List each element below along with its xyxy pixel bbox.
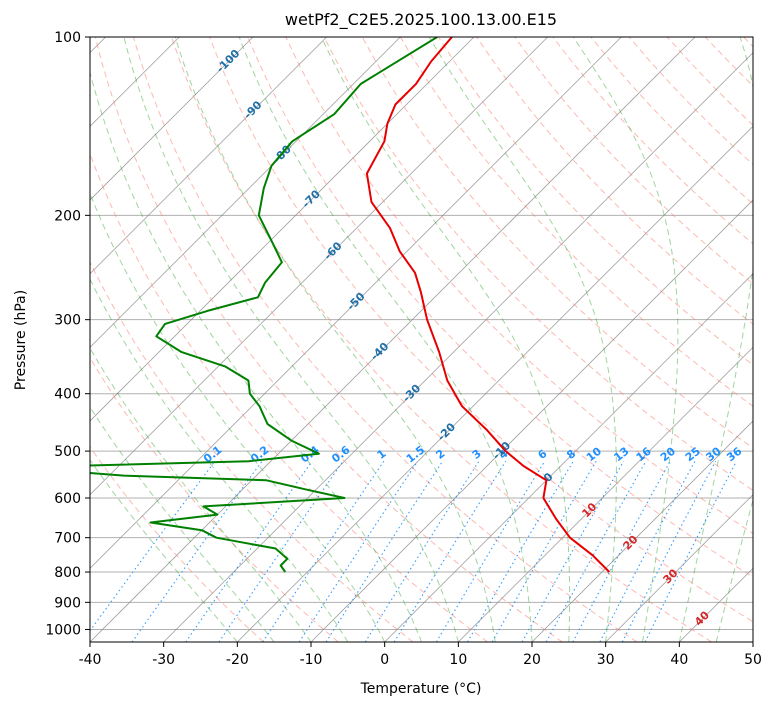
moist-adiabat: [715, 497, 753, 642]
isotherm-gridline: [90, 37, 622, 569]
x-tick-label: 30: [597, 652, 615, 668]
isotherm-gridline: [458, 346, 753, 642]
moist-adiabat: [90, 347, 312, 642]
moist-adiabat: [90, 278, 349, 642]
dry-adiabat: [94, 37, 563, 642]
x-tick-label: -10: [300, 652, 323, 668]
moist-adiabat: [428, 37, 617, 642]
mixing-ratio-line: [131, 460, 263, 642]
y-tick-label: 600: [54, 491, 81, 507]
temperature-profile: [365, 37, 611, 573]
moist-adiabat: [238, 37, 533, 642]
y-axis-title: Pressure (hPa): [13, 290, 29, 390]
isotherm-gridline: [384, 273, 753, 642]
dry-adiabat: [132, 37, 638, 642]
dry-adiabat: [514, 37, 753, 285]
isotherm-gridline: [90, 37, 548, 496]
moist-adiabat: [90, 459, 238, 642]
moist-adiabat: [174, 37, 496, 642]
x-tick-label: 40: [670, 652, 688, 668]
dry-adiabat: [90, 446, 264, 642]
moist-adiabat: [678, 37, 753, 642]
y-tick-label: 300: [54, 313, 81, 329]
moist-adiabat: [320, 37, 571, 642]
isotherm-gridline: [90, 37, 696, 642]
x-tick-label: 0: [380, 652, 389, 668]
isotherm-gridline: [531, 420, 753, 642]
mixing-ratio-line: [435, 460, 546, 642]
dry-adiabat: [90, 260, 414, 642]
x-axis-title: Temperature (°C): [360, 681, 482, 697]
mixing-ratio-line: [621, 460, 717, 642]
dewpoint-profile: [90, 37, 438, 573]
plot-frame: [89, 36, 754, 643]
isotherm-gridline: [163, 52, 753, 642]
x-tick-label: 50: [744, 652, 762, 668]
chart-title: wetPf2_C2E5.2025.100.13.00.E15: [285, 10, 557, 30]
y-tick-label: 500: [54, 444, 81, 460]
plot-area: 0.1 0.2 0.4 0.6 1 1.5 2 3 4 6 8 10 13 16 20 25 30 36-100-…: [90, 37, 753, 642]
moist-adiabat: [123, 37, 459, 642]
mixing-ratio-line: [90, 460, 216, 632]
mixing-ratio-line: [262, 460, 385, 642]
x-tick-label: 20: [523, 652, 541, 668]
isotherm-gridline: [90, 37, 254, 201]
x-tick-label: -20: [226, 652, 249, 668]
axis-ticks: -40 -30 -20 -10 0 10 20 30 40 50 100 200 300 400 500 60…: [45, 30, 762, 668]
x-tick-label: -40: [79, 652, 102, 668]
mixing-ratio-line: [218, 460, 344, 642]
dry-adiabat: [247, 37, 753, 578]
dry-adiabat: [323, 37, 753, 491]
dry-adiabat: [285, 37, 753, 535]
isotherm-gridline: [90, 37, 327, 275]
mixing-ratio-line: [325, 460, 444, 642]
moist-adiabat: [572, 37, 679, 642]
moist-adiabat: [90, 406, 275, 642]
x-tick-label: 10: [449, 652, 467, 668]
y-tick-label: 200: [54, 208, 81, 224]
y-tick-label: 400: [54, 387, 81, 403]
y-tick-label: 900: [54, 595, 81, 611]
dry-adiabat: [209, 37, 753, 623]
moist-adiabat: [90, 70, 422, 642]
y-tick-label: 100: [54, 30, 81, 46]
x-tick-label: -30: [152, 652, 175, 668]
mixing-ratio-line: [467, 460, 574, 642]
y-tick-label: 700: [54, 531, 81, 547]
isotherm-gridline: [605, 494, 753, 642]
y-tick-label: 800: [54, 565, 81, 581]
mixing-ratio-line: [298, 460, 419, 642]
isotherm-gridline: [237, 125, 753, 642]
dry-adiabat: [476, 37, 753, 325]
moist-adiabat: [90, 192, 386, 642]
isotherm-gridline: [90, 37, 475, 422]
mixing-ratio-line: [491, 460, 597, 642]
y-tick-label: 1000: [45, 622, 81, 638]
mixing-ratio-line: [599, 460, 696, 642]
dry-adiabat: [171, 37, 712, 642]
